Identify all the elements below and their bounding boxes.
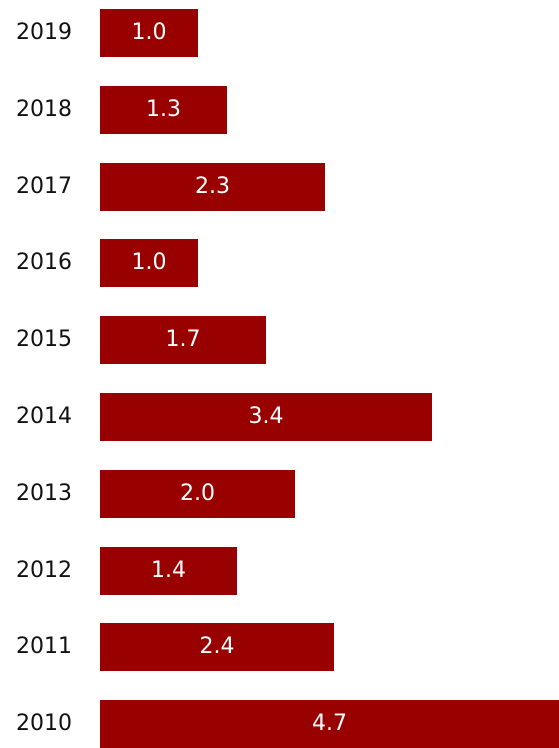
bar: [100, 393, 432, 441]
bar-row: 2018 1.3: [0, 86, 559, 134]
bar-value-label: 4.7: [312, 711, 347, 736]
bar: [100, 700, 559, 748]
category-label: 2011: [16, 634, 72, 659]
bar: [100, 86, 227, 134]
bar: [100, 9, 198, 57]
bar-row: 2019 1.0: [0, 9, 559, 57]
bar: [100, 163, 325, 211]
category-label: 2017: [16, 174, 72, 199]
category-label: 2013: [16, 481, 72, 506]
bar-value-label: 2.4: [199, 634, 235, 659]
category-label: 2010: [16, 711, 72, 736]
bar-row: 2012 1.4: [0, 547, 559, 595]
bar-row: 2016 1.0: [0, 239, 559, 287]
category-label: 2019: [16, 20, 72, 45]
bar-value-label: 1.7: [165, 327, 201, 352]
bar-row: 2010 4.7: [0, 700, 559, 748]
bar-value-label: 1.0: [131, 20, 167, 45]
bar-value-label: 1.3: [146, 97, 181, 122]
bar-row: 2011 2.4: [0, 623, 559, 671]
bar-value-label: 2.3: [195, 174, 230, 199]
bar-row: 2017 2.3: [0, 163, 559, 211]
category-label: 2015: [16, 327, 72, 352]
bar: [100, 547, 237, 595]
category-label: 2016: [16, 250, 72, 275]
bar-row: 2014 3.4: [0, 393, 559, 441]
bar: [100, 623, 334, 671]
bar-row: 2013 2.0: [0, 470, 559, 518]
category-label: 2014: [16, 404, 72, 429]
bar: [100, 316, 266, 364]
bar-value-label: 2.0: [180, 481, 215, 506]
bar-row: 2015 1.7: [0, 316, 559, 364]
category-label: 2018: [16, 97, 72, 122]
bar: [100, 470, 295, 518]
bar-value-label: 3.4: [248, 404, 284, 429]
bar-value-label: 1.0: [131, 250, 167, 275]
bar-value-label: 1.4: [151, 558, 186, 583]
bar: [100, 239, 198, 287]
category-label: 2012: [16, 558, 72, 583]
